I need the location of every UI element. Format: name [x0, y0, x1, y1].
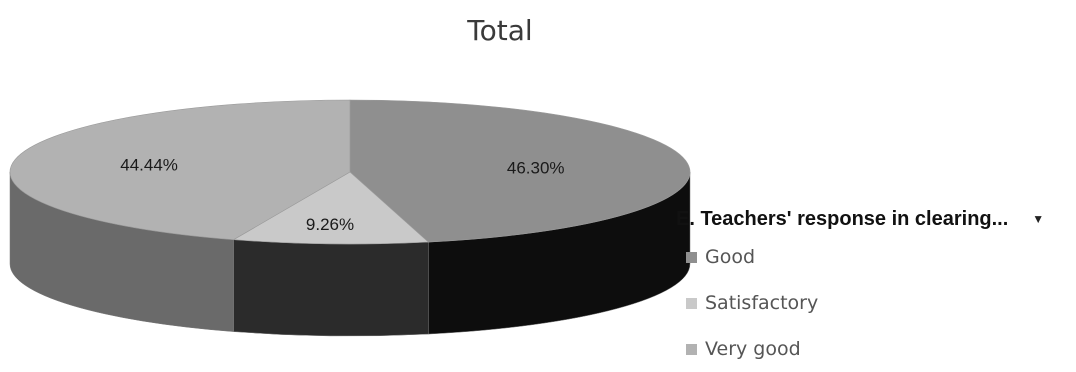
legend-swatch-good: [686, 251, 697, 263]
legend: E. Teachers' response in clearing... ▼ G…: [676, 204, 1068, 372]
pie-slice-very-good: [9, 99, 351, 240]
legend-item-good: Good: [676, 234, 1068, 280]
data-label-good: 46.30%: [507, 158, 565, 177]
legend-swatch-satisfactory: [686, 297, 697, 309]
pie-labels: 46.30% 9.26% 44.44%: [120, 155, 564, 234]
legend-item-satisfactory: Satisfactory: [676, 280, 1068, 326]
pie-slice-good: [349, 99, 691, 243]
legend-label-satisfactory: Satisfactory: [705, 292, 819, 314]
legend-filter-label: E. Teachers' response in clearing...: [676, 207, 1009, 230]
legend-filter-button[interactable]: E. Teachers' response in clearing... ▼: [676, 204, 1068, 234]
triangle-down-icon[interactable]: ▼: [1032, 212, 1045, 226]
data-label-very-good: 44.44%: [120, 155, 178, 174]
pie-side-satisfactory: [233, 239, 429, 337]
data-label-satisfactory: 9.26%: [306, 215, 354, 234]
legend-item-very-good: Very good: [676, 326, 1068, 372]
legend-label-very-good: Very good: [705, 338, 801, 360]
legend-swatch-very-good: [686, 343, 697, 355]
chart-title: Total: [467, 14, 533, 47]
pie-tops: [9, 99, 691, 245]
pie-slice-satisfactory: [232, 171, 430, 245]
legend-label-good: Good: [705, 246, 756, 268]
pie-sides: [9, 171, 691, 337]
